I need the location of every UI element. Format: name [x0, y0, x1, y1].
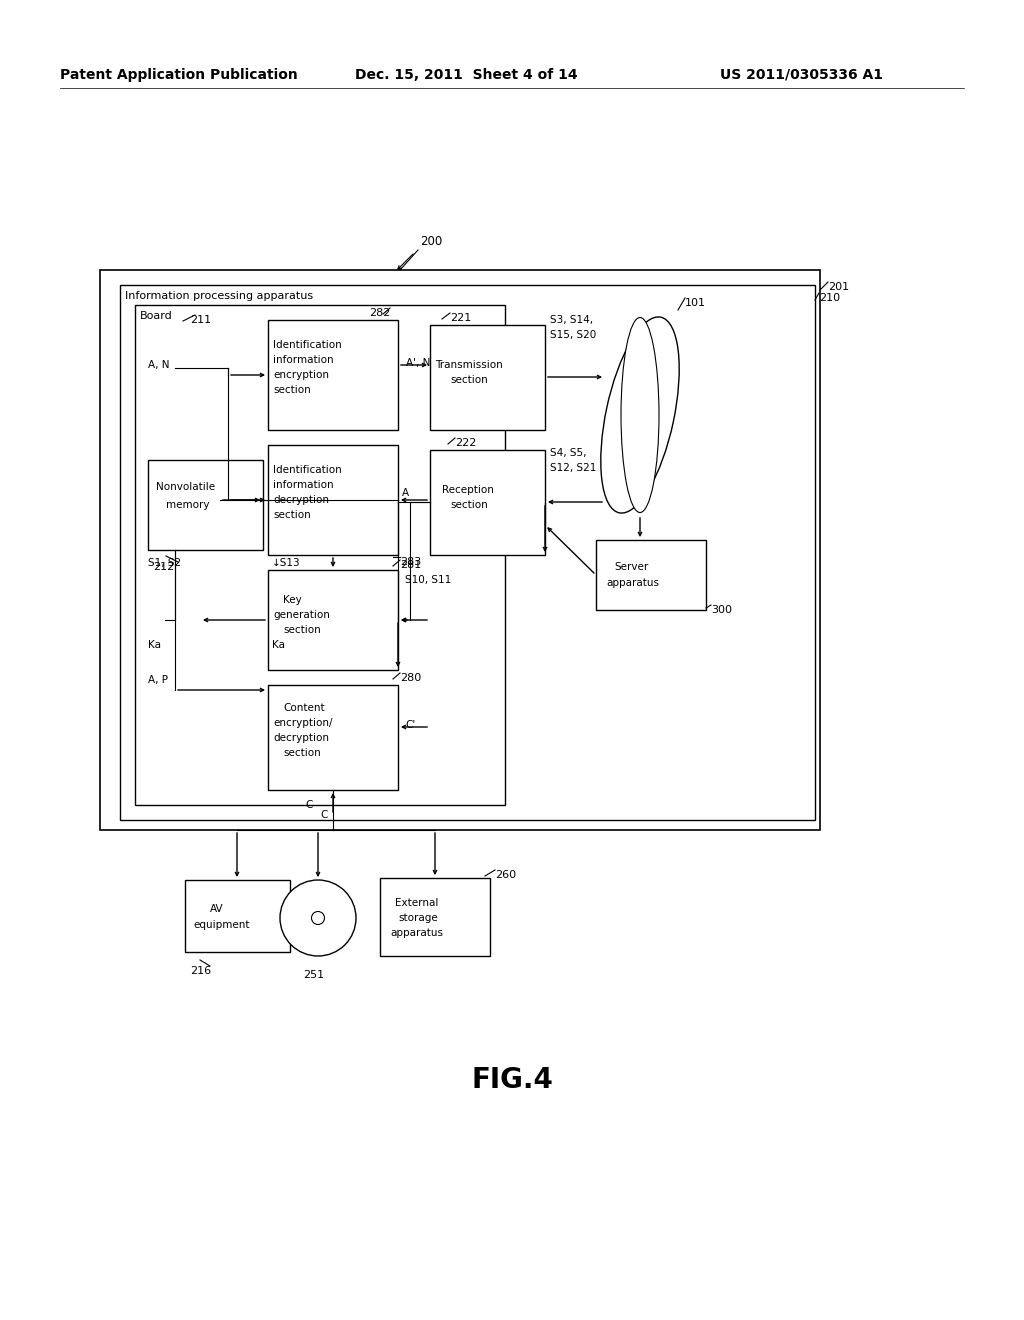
Text: 280: 280 [400, 673, 421, 682]
Ellipse shape [601, 317, 679, 513]
Text: section: section [450, 375, 487, 385]
Text: section: section [450, 500, 487, 510]
Bar [430, 450, 545, 554]
Text: Identification: Identification [273, 465, 342, 475]
Bar [185, 880, 290, 952]
Text: apparatus: apparatus [606, 578, 659, 587]
Bar [430, 325, 545, 430]
Text: A, N: A, N [148, 360, 170, 370]
Text: Key: Key [283, 595, 302, 605]
Text: A', N: A', N [406, 358, 430, 368]
Bar [135, 305, 505, 805]
Text: A: A [402, 488, 410, 498]
Text: 283: 283 [400, 557, 421, 568]
Text: 251: 251 [303, 970, 325, 979]
Text: decryption: decryption [273, 733, 329, 743]
Text: C: C [305, 800, 312, 810]
Text: Transmission: Transmission [435, 360, 503, 370]
Text: 221: 221 [450, 313, 471, 323]
Text: S12, S21: S12, S21 [550, 463, 596, 473]
Text: section: section [283, 748, 321, 758]
Text: 260: 260 [495, 870, 516, 880]
Text: section: section [283, 624, 321, 635]
Text: ↓S13: ↓S13 [272, 558, 301, 568]
Text: Nonvolatile: Nonvolatile [156, 482, 215, 492]
Text: S3, S14,: S3, S14, [550, 315, 593, 325]
Text: Ka: Ka [148, 640, 161, 649]
Bar [268, 570, 398, 671]
Bar [380, 878, 490, 956]
Ellipse shape [280, 880, 356, 956]
Text: 281: 281 [400, 560, 421, 570]
Bar [268, 319, 398, 430]
Text: 282: 282 [369, 308, 390, 318]
Text: encryption: encryption [273, 370, 329, 380]
Text: Content: Content [283, 704, 325, 713]
Text: information: information [273, 355, 334, 366]
Text: Ka: Ka [272, 640, 285, 649]
Text: S1, S2: S1, S2 [148, 558, 181, 568]
Text: S15, S20: S15, S20 [550, 330, 596, 341]
Text: decryption: decryption [273, 495, 329, 506]
Text: 216: 216 [190, 966, 211, 975]
Text: Board: Board [140, 312, 173, 321]
Text: C': C' [406, 719, 416, 730]
Text: equipment: equipment [193, 920, 250, 931]
Text: US 2011/0305336 A1: US 2011/0305336 A1 [720, 69, 883, 82]
Text: 222: 222 [455, 438, 476, 447]
Text: Information processing apparatus: Information processing apparatus [125, 290, 313, 301]
Text: 201: 201 [828, 282, 849, 292]
Text: section: section [273, 510, 310, 520]
Text: generation: generation [273, 610, 330, 620]
Text: section: section [273, 385, 310, 395]
Text: encryption/: encryption/ [273, 718, 333, 729]
Text: S10, S11: S10, S11 [406, 576, 452, 585]
Text: S4, S5,: S4, S5, [550, 447, 587, 458]
Text: 211: 211 [190, 315, 211, 325]
Text: 101: 101 [685, 298, 706, 308]
Text: apparatus: apparatus [390, 928, 443, 939]
Text: FIG.4: FIG.4 [471, 1067, 553, 1094]
Bar [148, 459, 263, 550]
Ellipse shape [621, 318, 659, 512]
Text: Identification: Identification [273, 341, 342, 350]
Bar [268, 445, 398, 554]
Text: A, P: A, P [148, 675, 168, 685]
Text: AV: AV [210, 904, 223, 913]
Text: memory: memory [166, 500, 210, 510]
Text: 210: 210 [819, 293, 840, 304]
Text: Dec. 15, 2011  Sheet 4 of 14: Dec. 15, 2011 Sheet 4 of 14 [355, 69, 578, 82]
Text: 212: 212 [153, 562, 174, 572]
Text: storage: storage [398, 913, 437, 923]
Text: C: C [319, 810, 328, 820]
Bar [120, 285, 815, 820]
Bar [596, 540, 706, 610]
Ellipse shape [311, 912, 325, 924]
Text: External: External [395, 898, 438, 908]
Text: Patent Application Publication: Patent Application Publication [60, 69, 298, 82]
Text: Server: Server [614, 562, 648, 572]
Bar [268, 685, 398, 789]
Bar [100, 271, 820, 830]
Text: information: information [273, 480, 334, 490]
Text: 300: 300 [711, 605, 732, 615]
Text: Reception: Reception [442, 484, 494, 495]
Text: 200: 200 [420, 235, 442, 248]
